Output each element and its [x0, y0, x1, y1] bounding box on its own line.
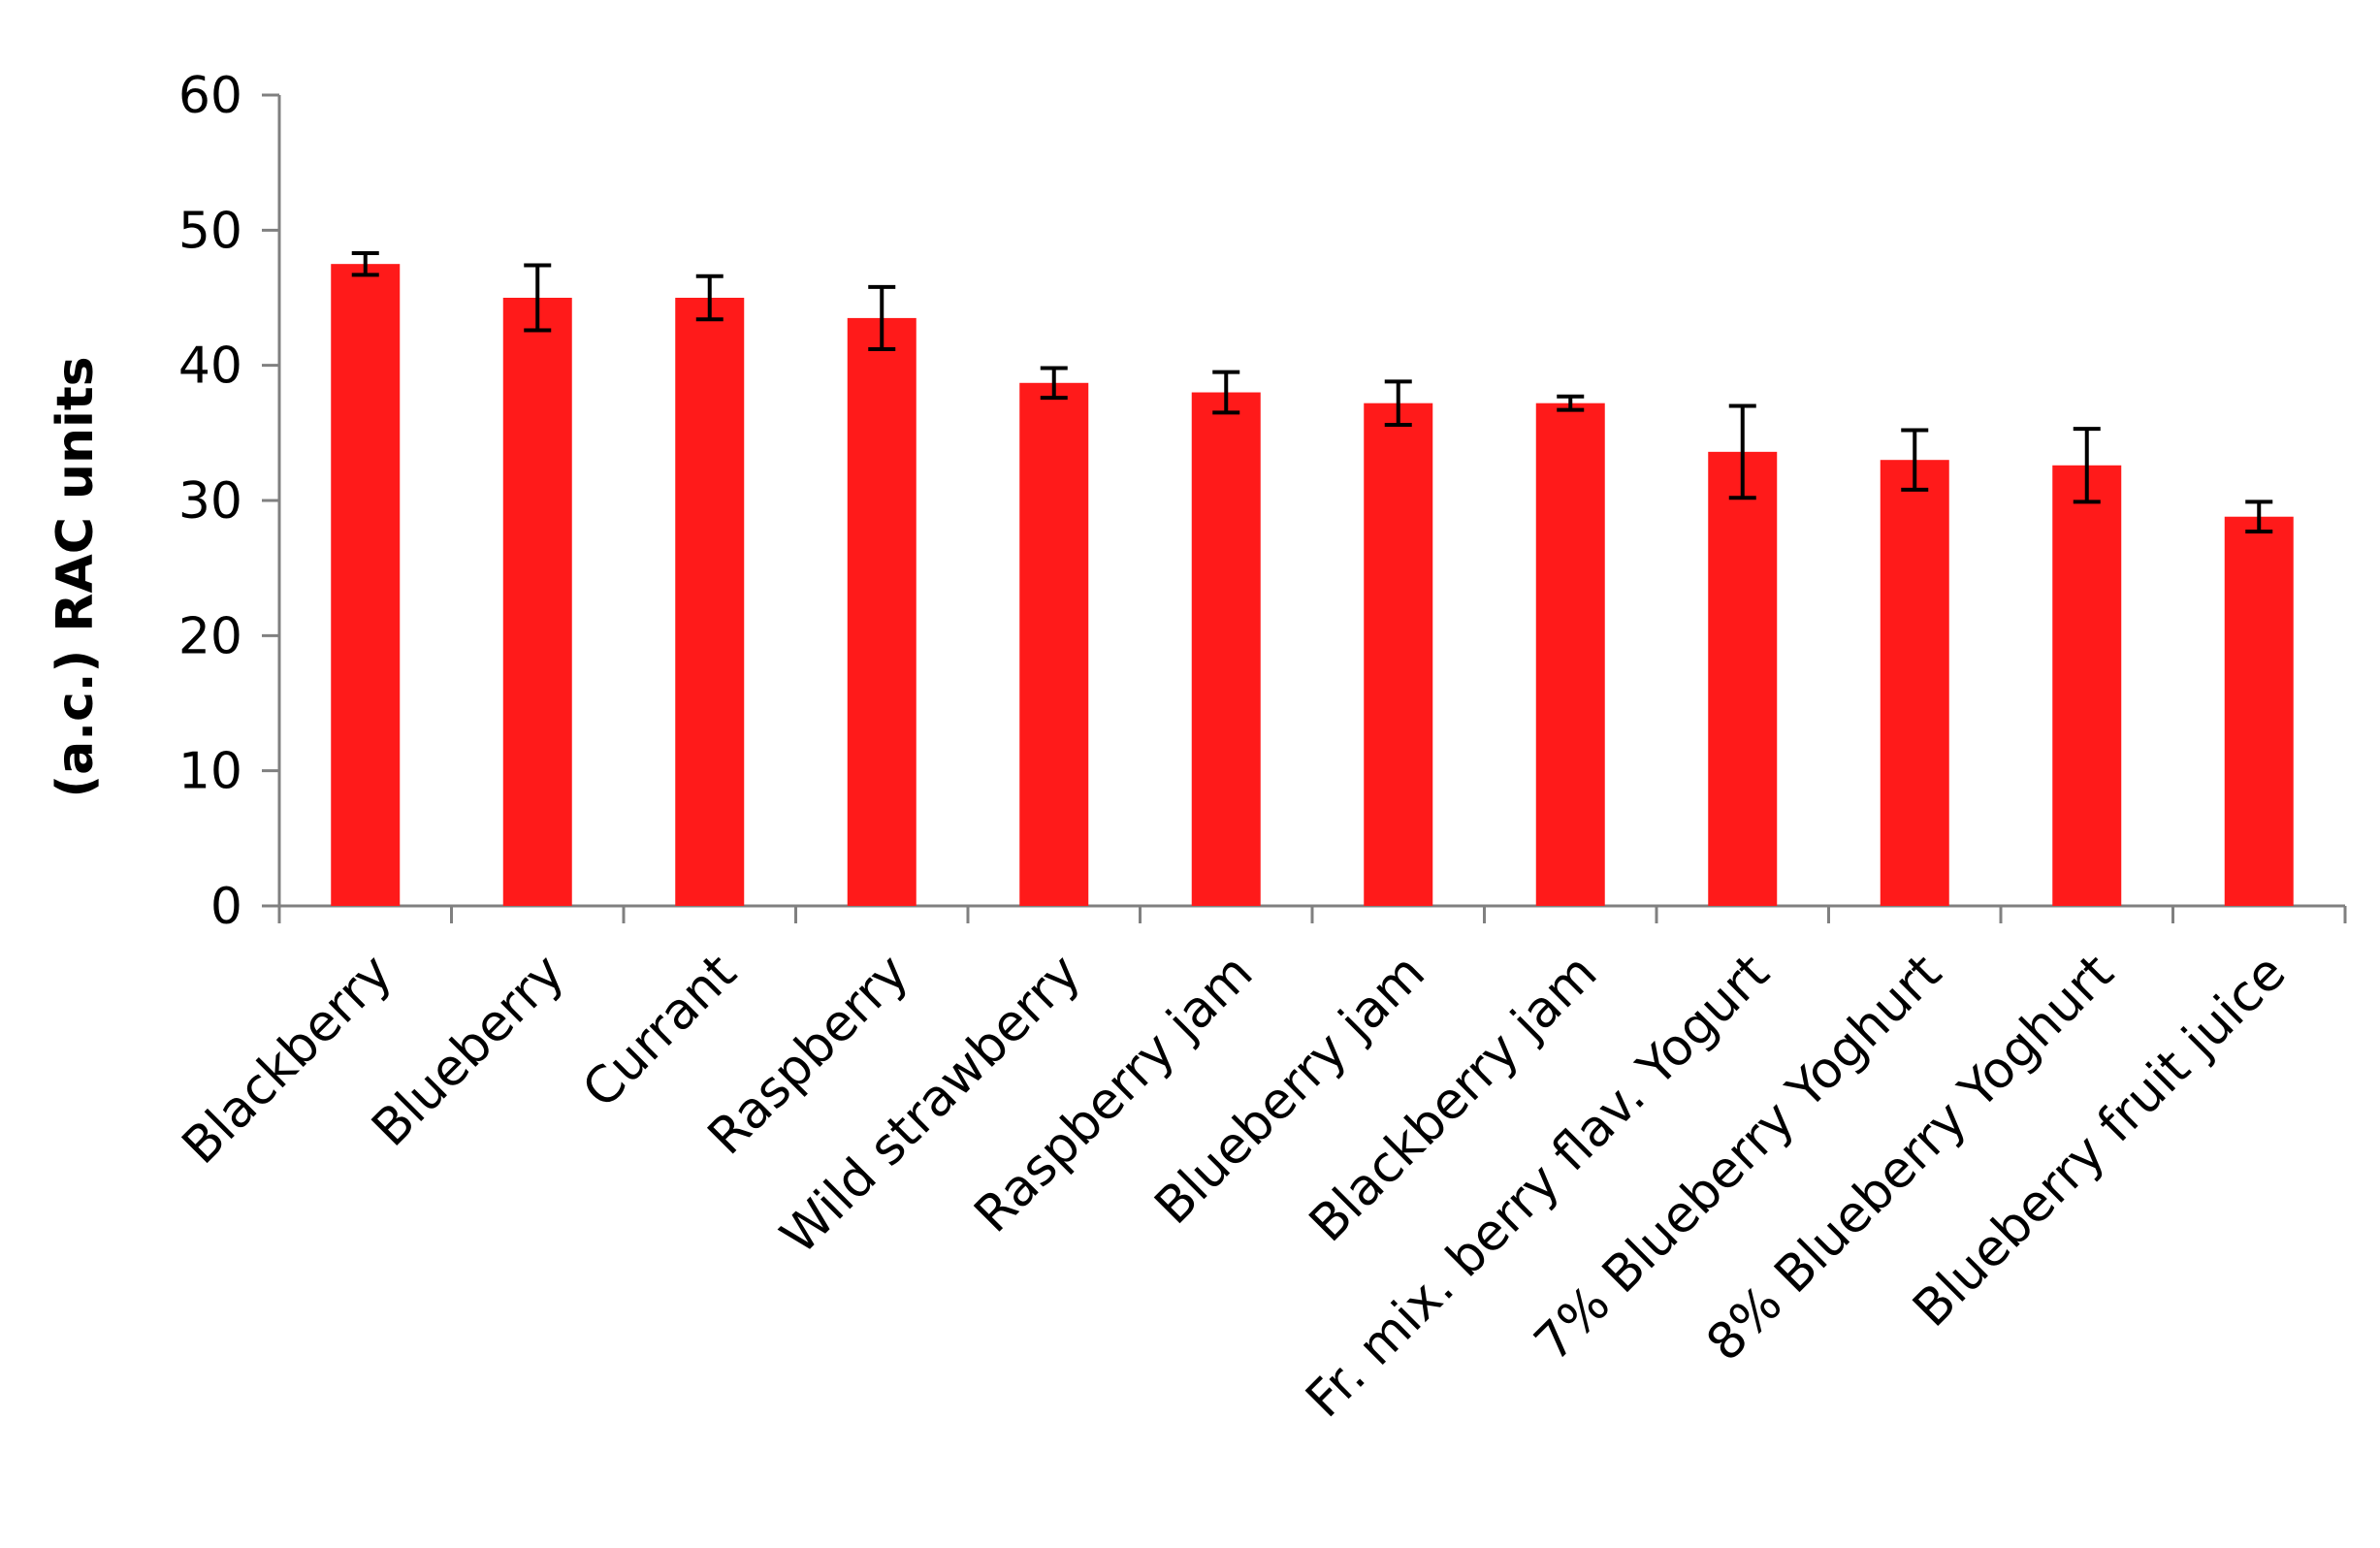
error-bars [351, 251, 2273, 534]
y-tick-label: 30 [178, 472, 242, 531]
bar [1708, 451, 1778, 906]
bar [1364, 403, 1433, 906]
bar [502, 298, 572, 906]
y-tick-label: 40 [178, 338, 242, 396]
bar [1535, 403, 1605, 906]
bar [675, 298, 745, 906]
y-tick-label: 60 [178, 67, 242, 125]
y-tick-label: 10 [178, 743, 242, 801]
bar [2052, 465, 2122, 906]
bar [2224, 516, 2294, 906]
category-label: Currant [572, 944, 748, 1119]
category-label: Blackberry jam [1299, 944, 1608, 1253]
bar [1880, 460, 1949, 906]
bar [847, 317, 917, 906]
bar [1019, 382, 1089, 906]
y-axis-title: (a.c.) RAC units [47, 356, 105, 797]
y-tick-label: 20 [178, 607, 242, 665]
bar [331, 264, 401, 907]
axes [262, 93, 2347, 923]
y-tick-label: 50 [178, 202, 242, 260]
category-label: Blackberry [172, 944, 403, 1176]
bars [331, 264, 2294, 907]
category-label: Wild strawberry [770, 944, 1092, 1266]
bar [1191, 392, 1261, 906]
y-tick-label: 0 [210, 878, 242, 936]
